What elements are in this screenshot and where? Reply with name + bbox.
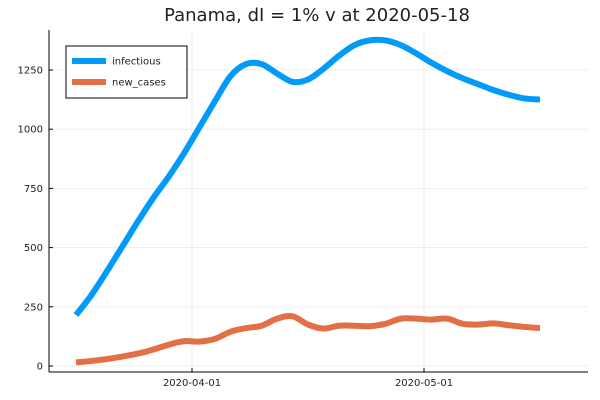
legend-label: new_cases bbox=[112, 78, 166, 89]
y-tick-label: 1250 bbox=[18, 66, 43, 77]
y-tick-label: 0 bbox=[37, 362, 43, 373]
tick-labels: 0 250 500 750 1000 1250 2020-04-01 2020-05-01 bbox=[18, 66, 454, 390]
y-tick-label: 750 bbox=[24, 184, 43, 195]
axes bbox=[48, 30, 588, 373]
series-lines bbox=[73, 36, 541, 366]
legend: infectious new_cases bbox=[65, 45, 188, 99]
series-line-new-cases bbox=[75, 313, 541, 366]
legend-label: infectious bbox=[112, 57, 161, 68]
series-line-infectious bbox=[73, 36, 541, 317]
x-tick-label: 2020-04-01 bbox=[163, 378, 221, 389]
y-tick-label: 1000 bbox=[18, 125, 43, 136]
legend-box bbox=[65, 45, 188, 99]
y-tick-label: 500 bbox=[24, 243, 43, 254]
y-tick-label: 250 bbox=[24, 302, 43, 313]
x-tick-label: 2020-05-01 bbox=[395, 378, 453, 389]
chart-title: Panama, dI = 1% v at 2020-05-18 bbox=[164, 5, 470, 26]
